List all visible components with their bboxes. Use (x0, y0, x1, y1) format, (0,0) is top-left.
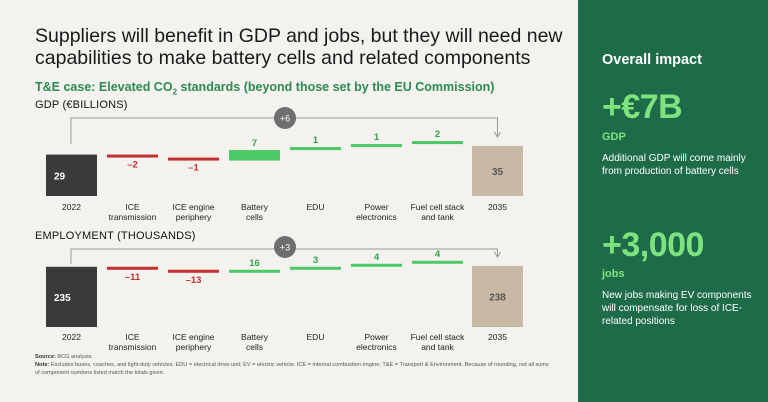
gdp-label-end: 35 (492, 167, 504, 178)
gdp-category-label: 2035 (488, 202, 507, 212)
gdp-net-change-badge (274, 107, 296, 129)
employment-label-delta: 4 (435, 249, 441, 260)
jobs-impact-value: +3,000 (602, 226, 704, 264)
employment-category-label: periphery (176, 342, 212, 352)
employment-category-label: and tank (421, 342, 454, 352)
gdp-label-delta: –1 (188, 163, 199, 174)
footer-notes: Source: BCG analysis. Note: Excludes bus… (35, 353, 555, 377)
gdp-category-label: transmission (109, 212, 157, 222)
gdp-label-start: 29 (54, 171, 66, 182)
employment-label-delta: 4 (374, 252, 380, 263)
gdp-chart-title: GDP (€BILLIONS) (35, 99, 128, 111)
employment-label-delta: –13 (186, 275, 202, 286)
employment-net-change-badge (274, 236, 296, 258)
subtitle-post: standards (beyond those set by the EU Co… (177, 80, 495, 94)
gdp-category-label: ICE engine (172, 202, 214, 212)
gdp-label-delta: 7 (252, 138, 257, 149)
jobs-impact-description: New jobs making EV components will compe… (602, 290, 752, 327)
gdp-connector-arrow (494, 131, 501, 138)
subtitle-pre: T&E case: Elevated CO (35, 80, 173, 94)
chart-subtitle: T&E case: Elevated CO2 standards (beyond… (35, 80, 494, 97)
gdp-impact-label: GDP (602, 131, 626, 143)
gdp-category-label: Fuel cell stack (411, 202, 466, 212)
employment-net-change-label: +3 (280, 243, 290, 253)
gdp-category-label: 2022 (62, 202, 81, 212)
jobs-impact-label: jobs (602, 268, 625, 280)
gdp-bar-delta (229, 150, 280, 161)
gdp-label-delta: –2 (127, 160, 138, 171)
employment-label-delta: 16 (249, 258, 260, 269)
gdp-bar-end (472, 146, 523, 196)
gdp-bar-delta (290, 147, 341, 151)
employment-connector-arrow (494, 251, 501, 258)
employment-category-label: Power (364, 332, 388, 342)
employment-label-delta: 3 (313, 255, 318, 266)
employment-label-end: 238 (489, 293, 506, 304)
footer-source: Source: BCG analysis. (35, 354, 93, 360)
gdp-category-label: cells (246, 212, 263, 222)
gdp-bar-delta (168, 157, 219, 161)
gdp-bar-delta (107, 154, 158, 158)
employment-bar-delta (290, 266, 341, 270)
employment-category-label: transmission (109, 342, 157, 352)
employment-category-label: Fuel cell stack (411, 332, 466, 342)
employment-bar-delta (168, 269, 219, 273)
gdp-label-delta: 1 (374, 132, 380, 143)
gdp-category-label: electronics (356, 212, 397, 222)
gdp-category-label: ICE (125, 202, 140, 212)
overall-impact-sidebar: Overall impact +€7B GDP Additional GDP w… (578, 0, 768, 402)
main-panel: Suppliers will benefit in GDP and jobs, … (35, 25, 563, 377)
employment-bar-start (46, 266, 97, 327)
gdp-impact-description: Additional GDP will come mainly from pro… (602, 153, 746, 177)
gdp-net-change-label: +6 (280, 114, 290, 124)
employment-chart-title: EMPLOYMENT (THOUSANDS) (35, 230, 196, 242)
employment-category-label: EDU (307, 332, 325, 342)
gdp-category-label: EDU (307, 202, 325, 212)
employment-category-label: electronics (356, 342, 397, 352)
gdp-label-delta: 1 (313, 135, 319, 146)
gdp-label-delta: 2 (435, 129, 440, 140)
gdp-bar-start (46, 154, 97, 196)
gdp-bar-delta (351, 144, 402, 148)
gdp-impact-value: +€7B (602, 88, 683, 126)
gdp-category-label: and tank (421, 212, 454, 222)
employment-category-label: ICE (125, 332, 140, 342)
sidebar-title: Overall impact (602, 52, 702, 68)
employment-bar-delta (351, 263, 402, 267)
employment-category-label: cells (246, 342, 263, 352)
employment-label-delta: –11 (125, 272, 141, 283)
gdp-category-label: periphery (176, 212, 212, 222)
employment-category-label: Battery (241, 332, 269, 342)
gdp-category-label: Battery (241, 202, 269, 212)
gdp-category-label: Power (364, 202, 388, 212)
subtitle-sub: 2 (172, 87, 178, 97)
employment-bar-delta (107, 266, 158, 270)
employment-bar-delta (229, 269, 280, 273)
employment-bar-delta (412, 260, 463, 264)
employment-bar-end (472, 266, 523, 327)
gdp-bar-delta (412, 141, 463, 145)
employment-category-label: ICE engine (172, 332, 214, 342)
employment-label-start: 235 (54, 293, 71, 304)
page-title: Suppliers will benefit in GDP and jobs, … (35, 25, 563, 69)
footer-note: Note: Excludes buses, coaches, and light… (35, 362, 549, 376)
employment-category-label: 2022 (62, 332, 81, 342)
employment-category-label: 2035 (488, 332, 507, 342)
